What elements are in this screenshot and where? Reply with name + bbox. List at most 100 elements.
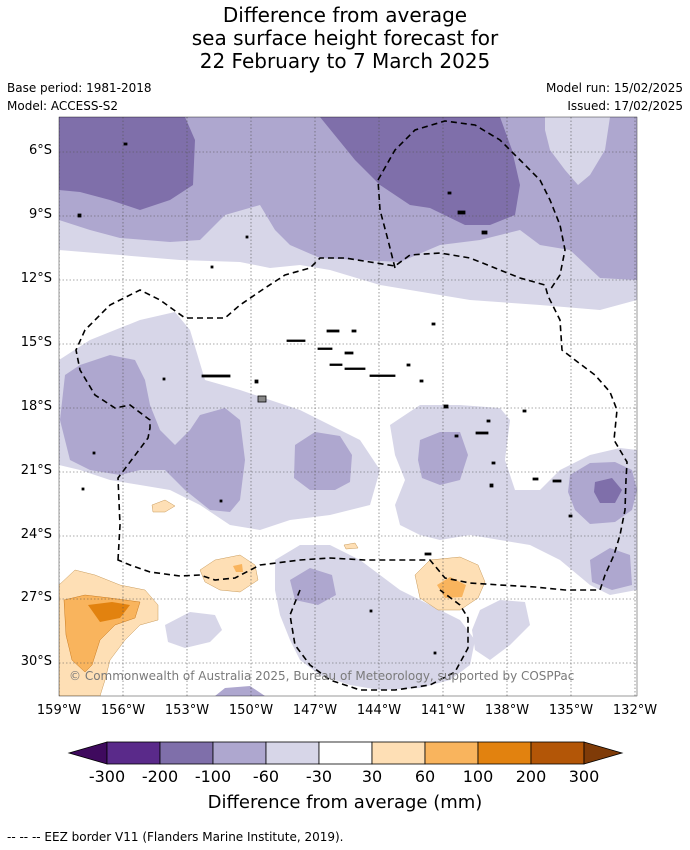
title-line-1: Difference from average [222,3,468,27]
colorbar-label: -100 [194,767,232,786]
island [457,210,466,215]
colorbar-arrow-low [67,741,108,765]
colorbar-title: Difference from average (mm) [207,792,483,813]
island [532,477,539,481]
lon-label-141w: 141°W [420,703,466,718]
anomaly-region-medium-bottom [215,686,265,696]
island [344,367,366,370]
islands [77,142,573,655]
lat-label-15s: 15°S [20,335,52,350]
anomaly-region-medium-central [294,432,352,490]
colorbar [67,741,624,765]
anomaly-region-dark-east [320,117,520,225]
island [369,609,373,613]
colorbar-label: 300 [568,767,600,786]
anomaly-region-positive-central-60 [233,564,243,572]
anomaly-region-positive-small-1 [151,499,176,513]
island [77,213,82,218]
anomaly-region-positive-central [199,554,259,593]
colorbar-swatch [212,741,267,765]
map-title: Difference from average sea surface heig… [0,4,690,73]
colorbar-swatch [424,741,479,765]
model-run: Model run: 15/02/2025 [545,81,683,95]
island [447,191,452,195]
title-line-3: 22 February to 7 March 2025 [199,49,491,73]
island [162,377,166,381]
lon-label-144w: 144°W [356,703,402,718]
island [92,451,96,455]
anomaly-region-dark-east-small [594,478,622,503]
colorbar-label: -30 [305,767,333,786]
issued-date: Issued: 17/02/2025 [567,99,683,113]
anomaly-region-positive-west-100 [88,602,130,622]
island [201,374,231,378]
island [431,322,436,326]
island [344,351,354,355]
lon-label-135w: 135°W [548,703,594,718]
meta-left: Base period: 1981-2018 Model: ACCESS-S2 [7,79,152,115]
lat-label-24s: 24°S [20,527,52,542]
island [317,347,333,350]
lat-label-21s: 21°S [20,463,52,478]
lat-label-12s: 12°S [20,271,52,286]
island [210,265,214,269]
island [326,329,340,333]
lon-label-156w: 156°W [100,703,146,718]
island [351,329,357,333]
colorbar-swatch [371,741,426,765]
island [123,142,128,146]
eez-border-north [377,120,566,291]
lat-label-27s: 27°S [20,590,52,605]
island [552,479,562,483]
map-frame [58,116,638,697]
lat-label-6s: 6°S [28,143,52,158]
island [81,487,85,491]
colorbar-swatch [477,741,532,765]
eez-legend-note: -- -- -- EEZ border V11 (Flanders Marine… [7,830,344,844]
lon-label-150w: 150°W [228,703,274,718]
lon-label-159w: 159°W [36,703,82,718]
island [329,363,343,366]
colorbar-swatch [159,741,214,765]
map-plot-area [59,117,637,696]
anomaly-region-positive-small-2 [343,542,359,550]
lon-label-153w: 153°W [164,703,210,718]
colorbar-swatch [265,741,320,765]
island [369,374,396,377]
island [254,379,259,384]
anomaly-region-light-southwest [165,612,222,648]
island [481,230,488,235]
copyright-notice: © Commonwealth of Australia 2025, Bureau… [69,669,575,683]
colorbar-label: -200 [141,767,179,786]
island [443,404,449,409]
island [522,409,527,413]
island [486,419,491,423]
colorbar-swatch [318,741,373,765]
island [433,651,437,655]
lon-label-147w: 147°W [292,703,338,718]
island [219,499,223,503]
colorbar-label: 200 [515,767,547,786]
colorbar-label: 30 [361,767,383,786]
colorbar-arrow-high [583,741,624,765]
base-period: Base period: 1981-2018 [7,81,152,95]
island [489,483,494,488]
colorbar-swatch [530,741,585,765]
colorbar-label: 60 [414,767,436,786]
island [424,552,432,556]
colorbar-label: 100 [462,767,494,786]
anomaly-gap-east [545,117,610,185]
island [419,379,424,383]
anomaly-region-medium-west [60,355,245,512]
island [406,363,411,367]
island [491,461,496,465]
eez-border-french-polynesia [75,252,628,591]
lat-label-30s: 30°S [20,654,52,669]
island [257,395,267,403]
lon-label-138w: 138°W [484,703,530,718]
anomaly-region-dark-west [59,117,195,210]
anomaly-region-medium-southeast [590,548,632,590]
eez-borders [75,120,628,691]
island [286,339,306,342]
